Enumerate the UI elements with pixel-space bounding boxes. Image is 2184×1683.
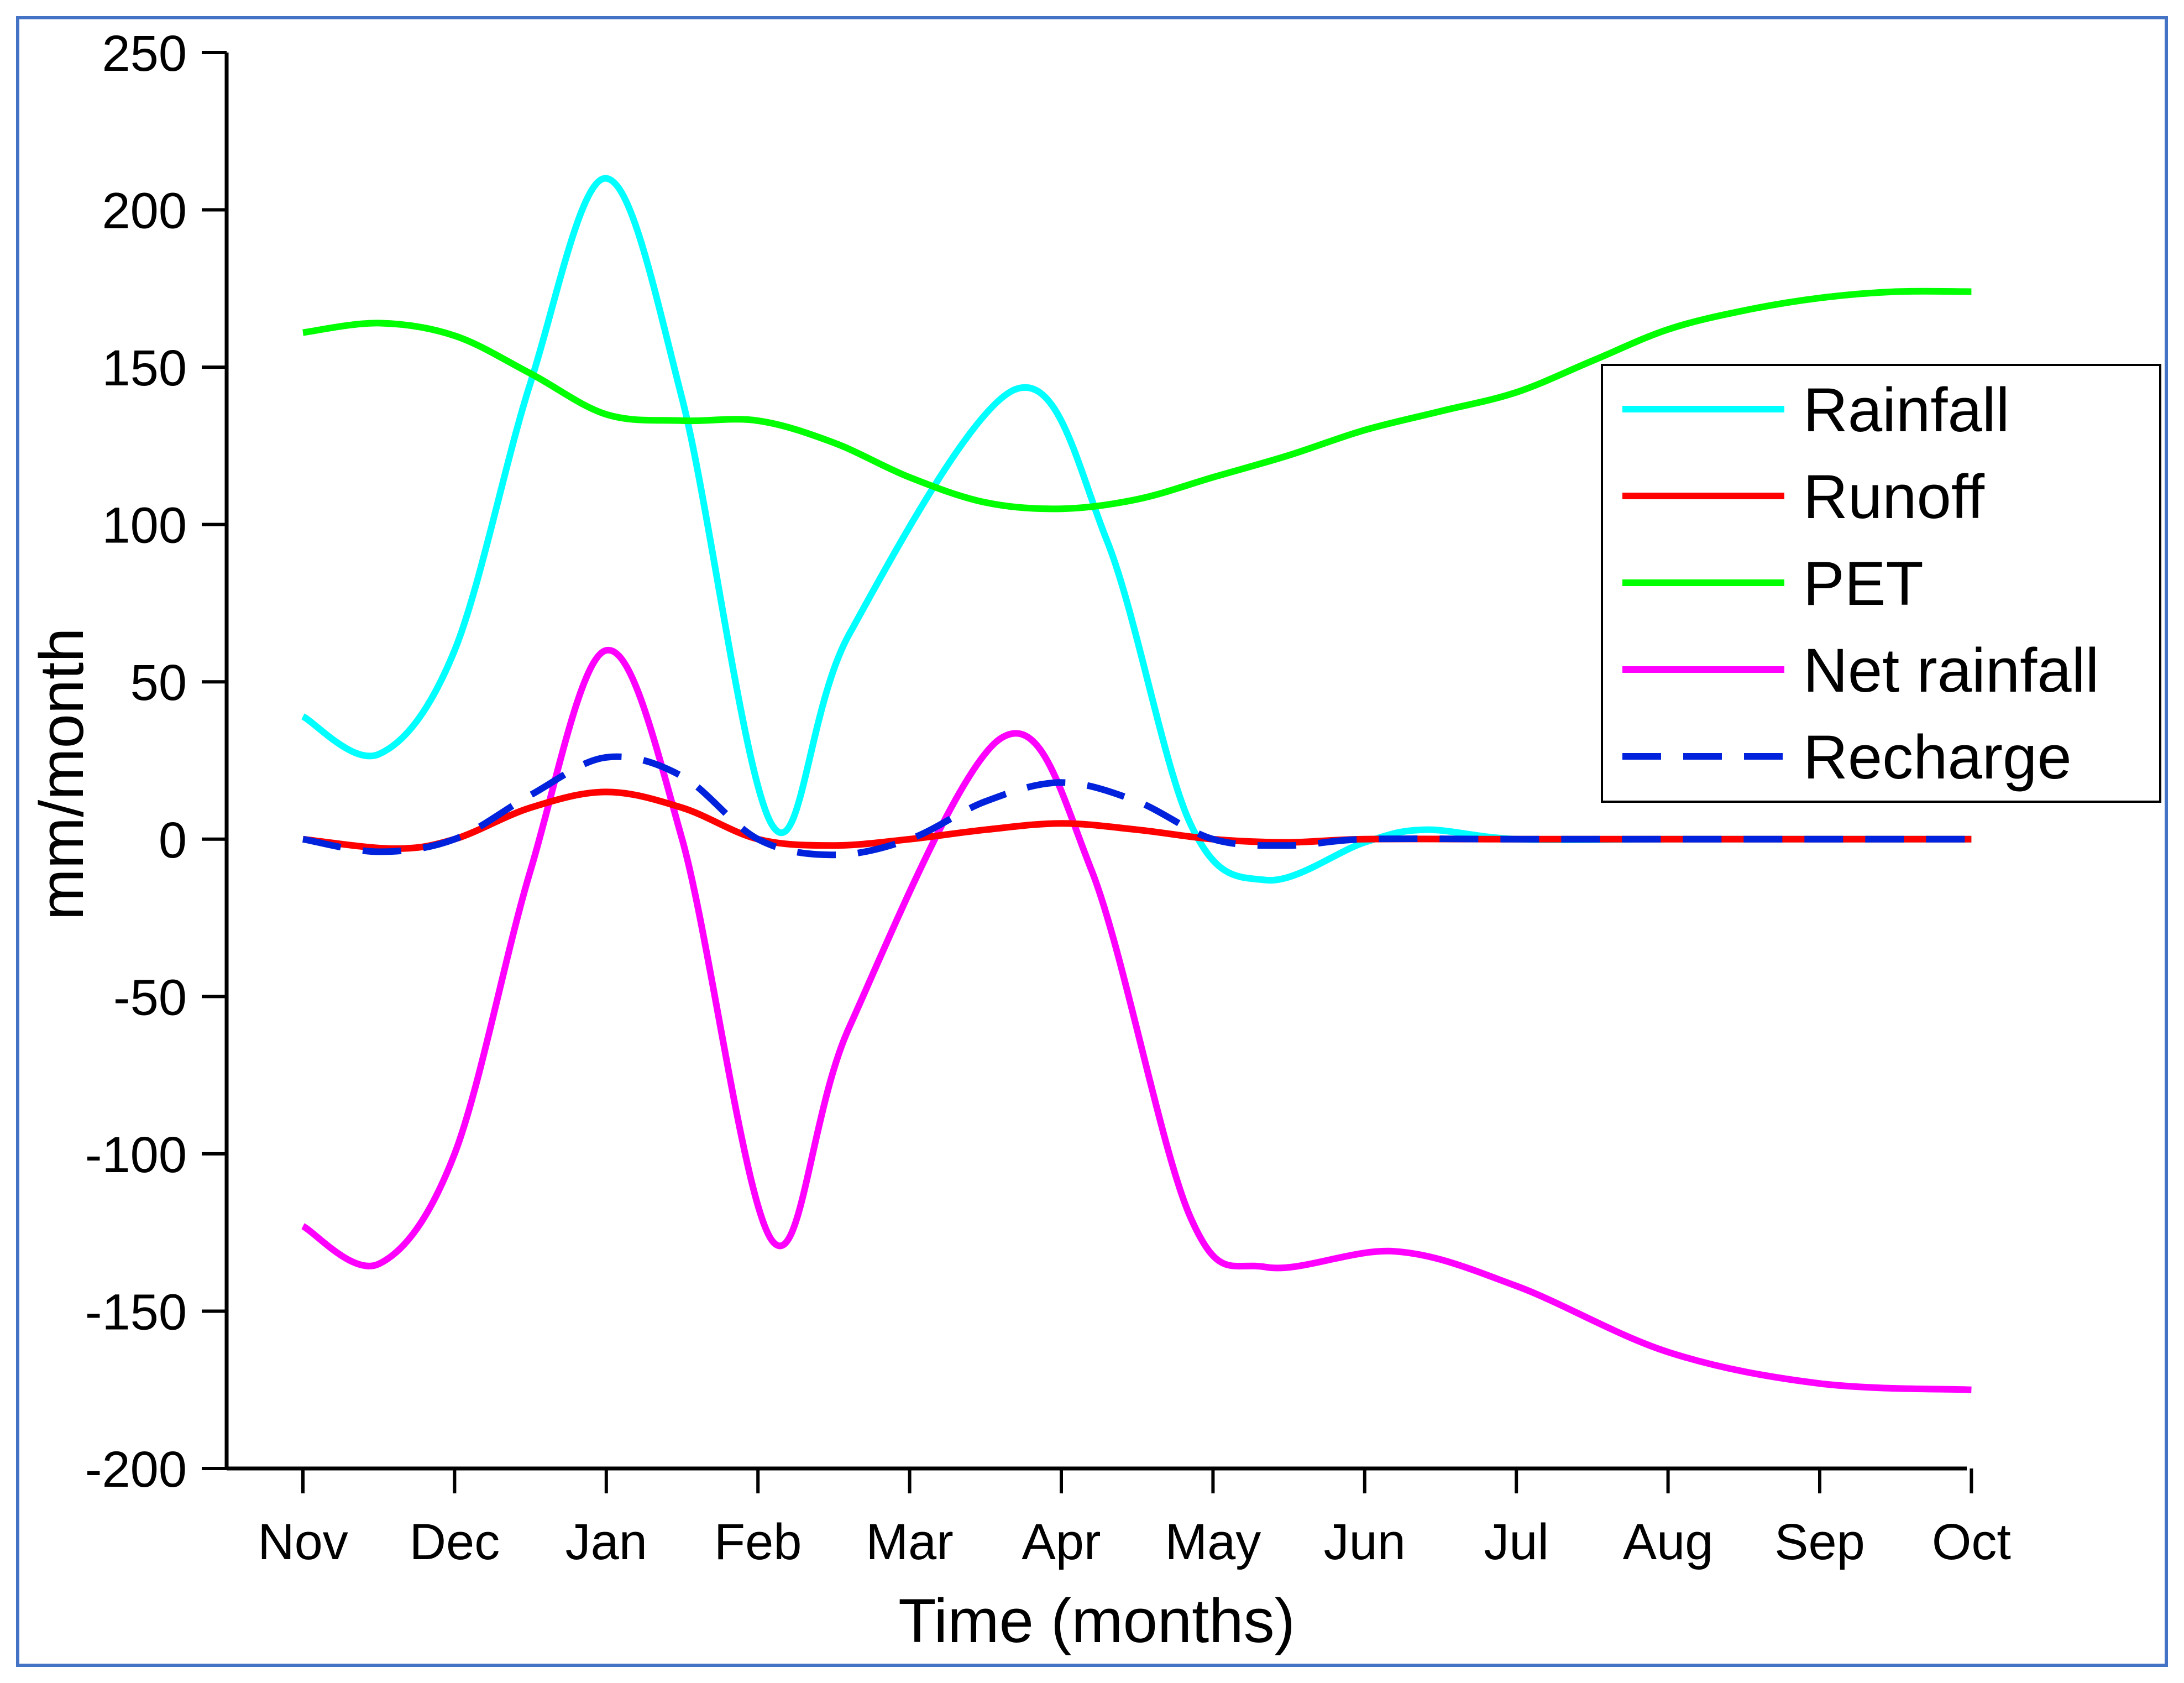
- y-tick-label: -150: [85, 1284, 187, 1340]
- y-tick-label: -100: [85, 1127, 187, 1183]
- x-axis-title: Time (months): [898, 1586, 1295, 1655]
- x-tick-label: Apr: [1022, 1514, 1101, 1570]
- series-line-pet: [302, 288, 1972, 513]
- series-line-recharge: [302, 753, 1972, 859]
- y-tick-label: 150: [102, 340, 187, 396]
- plot-area: [301, 175, 1972, 1393]
- x-tick-label: Nov: [258, 1514, 348, 1570]
- legend-label-pet: PET: [1803, 549, 1924, 618]
- series-line-net-rainfall: [301, 647, 1972, 1393]
- x-tick-label: Jul: [1484, 1514, 1549, 1570]
- legend: Rainfall Runoff PET Net rainfall Recharge: [1601, 364, 2161, 803]
- x-tick-label: Feb: [714, 1514, 802, 1570]
- y-axis-ticks: 250 200 150 100 50 0 -50 -100 -150 -200: [85, 25, 227, 1498]
- y-tick-label: 200: [102, 183, 187, 239]
- legend-items: Rainfall Runoff PET Net rainfall Recharge: [1622, 375, 2099, 792]
- x-tick-label: Aug: [1623, 1514, 1714, 1570]
- legend-label-recharge: Recharge: [1803, 723, 2072, 792]
- x-tick-label: Jan: [565, 1514, 647, 1570]
- legend-label-net-rainfall: Net rainfall: [1803, 636, 2099, 705]
- x-tick-label: Jun: [1324, 1514, 1406, 1570]
- y-tick-label: 50: [130, 655, 187, 711]
- x-tick-label: Sep: [1774, 1514, 1865, 1570]
- x-tick-label: Dec: [410, 1514, 500, 1570]
- y-tick-label: 100: [102, 498, 187, 554]
- y-axis-title: mm/month: [27, 628, 96, 921]
- y-tick-label: 250: [102, 25, 187, 82]
- x-tick-label: Oct: [1932, 1514, 2011, 1570]
- x-tick-label: Mar: [866, 1514, 953, 1570]
- legend-label-runoff: Runoff: [1803, 462, 1985, 531]
- y-tick-label: 0: [159, 812, 187, 869]
- legend-label-rainfall: Rainfall: [1803, 375, 2010, 445]
- y-tick-label: -50: [113, 969, 187, 1026]
- y-tick-label: -200: [85, 1441, 187, 1498]
- series-line-runoff: [302, 788, 1972, 852]
- x-axis-ticks: Nov Dec Jan Feb Mar Apr May Jun Jul Aug Sep Oct: [258, 1468, 2011, 1570]
- x-tick-label: May: [1165, 1514, 1261, 1570]
